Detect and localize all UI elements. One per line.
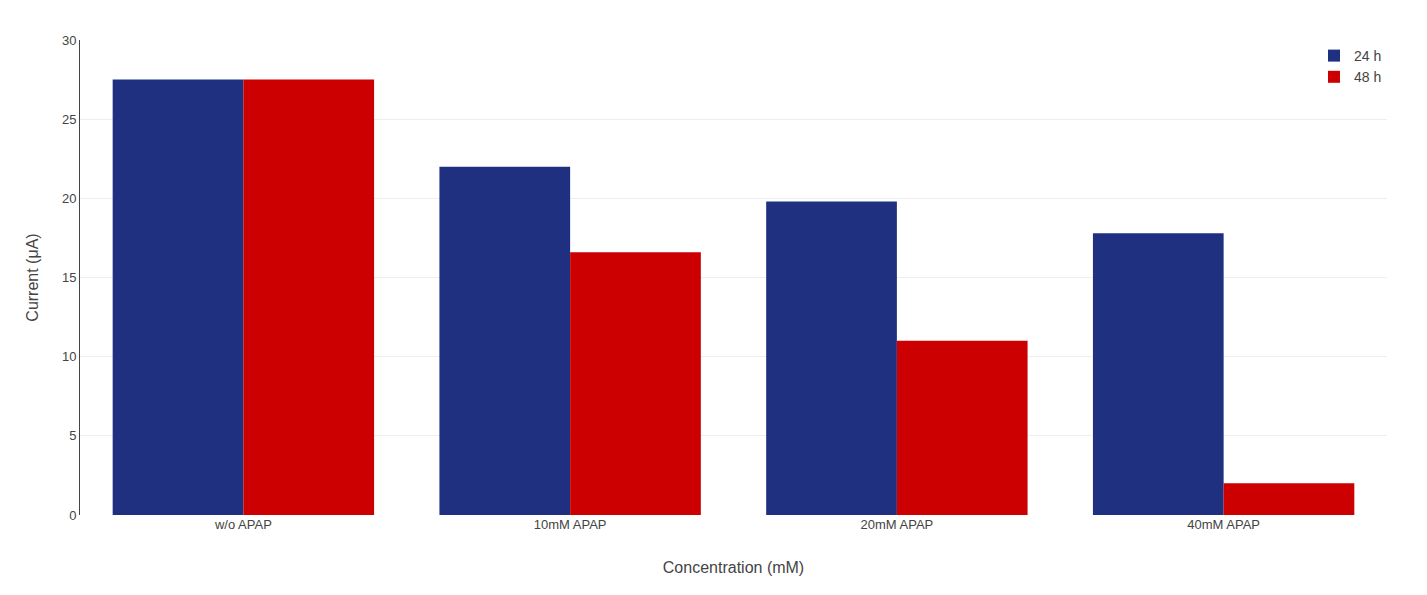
- svg-text:Current (μA): Current (μA): [24, 233, 41, 321]
- svg-text:20mM APAP: 20mM APAP: [861, 517, 934, 532]
- svg-text:5: 5: [69, 428, 76, 443]
- svg-text:15: 15: [62, 270, 76, 285]
- svg-text:25: 25: [62, 112, 76, 127]
- svg-text:20: 20: [62, 191, 76, 206]
- svg-text:30: 30: [62, 33, 76, 48]
- svg-text:10: 10: [62, 349, 76, 364]
- svg-text:w/o APAP: w/o APAP: [214, 517, 272, 532]
- svg-text:Concentration (mM): Concentration (mM): [663, 559, 804, 576]
- svg-text:0: 0: [69, 508, 76, 523]
- svg-text:24 h: 24 h: [1354, 48, 1381, 64]
- svg-text:10mM APAP: 10mM APAP: [534, 517, 607, 532]
- svg-text:48 h: 48 h: [1354, 69, 1381, 85]
- svg-text:40mM APAP: 40mM APAP: [1187, 517, 1260, 532]
